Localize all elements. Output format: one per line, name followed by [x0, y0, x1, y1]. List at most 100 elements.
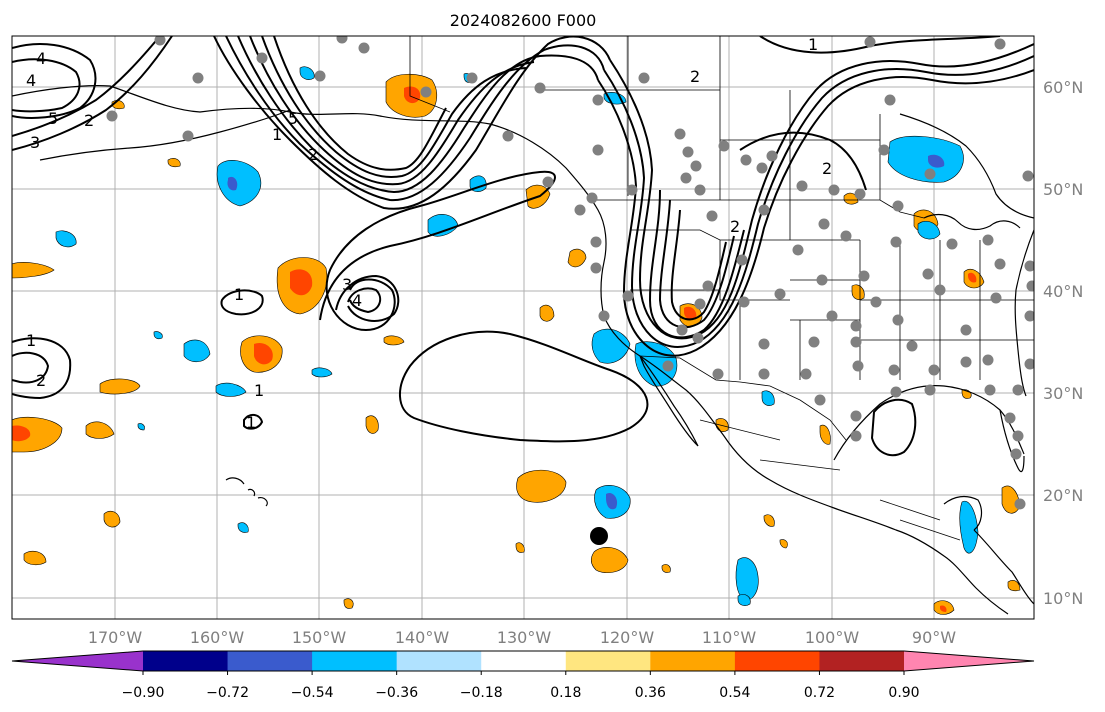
colorbar-segment: [312, 651, 398, 671]
colorbar: −0.90 −0.72 −0.54 −0.36 −0.18 0.18 0.36 0.54 0.7…: [11, 650, 1035, 701]
colorbar-segment: [396, 651, 482, 671]
contour-low-npac-1: [319, 170, 556, 332]
colorbar-segment: [227, 651, 313, 671]
coast-florida: [999, 409, 1025, 473]
coast-great-lakes: [923, 213, 1021, 231]
colorbar-tick-label: −0.18: [460, 685, 503, 701]
positive-anomaly-subtropic-1: [516, 469, 567, 503]
colorbar-segments: [12, 651, 1034, 671]
colorbar-segment: [650, 651, 736, 671]
contour-trough-alaska-4: [249, 36, 535, 186]
lon-label: 100°W: [805, 628, 860, 647]
negative-anomaly-socal: [591, 328, 631, 364]
map-panel: 4 4 5 2 3 5 2 1 1 2 1 3 4 2 2 1 1 2 1: [11, 35, 1035, 620]
colorbar-outline: [11, 650, 1035, 672]
negative-anomaly-npac-2: [183, 339, 211, 363]
contour-label: 2: [308, 145, 318, 164]
colorbar-tick-label: 0.18: [550, 685, 581, 701]
border-mexico-states: [699, 419, 961, 541]
colorbar-segment: [481, 651, 567, 671]
colorbar-tick-label: −0.36: [375, 685, 418, 701]
contour-subtropical-high: [398, 330, 649, 443]
anomaly-shading: [12, 66, 1021, 615]
coast-hudson: [899, 113, 1034, 219]
lat-label: 40°N: [1043, 282, 1083, 301]
positive-anomaly-subtropic-2: [590, 547, 629, 573]
height-contours: [12, 36, 1034, 457]
lon-label: 150°W: [292, 628, 347, 647]
coast-yucatan: [943, 495, 983, 531]
contour-nw-corner-4: [12, 36, 173, 151]
border-canada-us: [596, 199, 925, 219]
contour-label: 2: [84, 111, 94, 130]
contour-label: 1: [254, 381, 264, 400]
colorbar-segment: [819, 651, 905, 671]
contour-trough-alaska-3: [237, 36, 599, 194]
lon-label: 120°W: [600, 628, 655, 647]
negative-anomaly-npac-1: [216, 160, 262, 207]
contour-ridge-west-1: [609, 43, 1034, 340]
positive-anomaly-npac-2-core: [254, 342, 273, 365]
figure-title: 2024082600 F000: [450, 11, 597, 30]
contour-nw-corner-1: [12, 43, 97, 119]
negative-anomaly-canada: [887, 135, 964, 183]
positive-anomaly-west: [12, 416, 63, 453]
border-alaska-canada: [409, 36, 451, 113]
contour-label: 5: [48, 109, 58, 128]
contour-nw-corner-3: [12, 36, 161, 137]
coastlines: [12, 85, 1034, 615]
colorbar-segment: [734, 651, 820, 671]
colorbar-tick-label: −0.72: [206, 685, 249, 701]
coast-hawaii: [225, 477, 268, 507]
lon-label: 160°W: [190, 628, 245, 647]
lat-label: 30°N: [1043, 384, 1083, 403]
coast-baja: [639, 355, 699, 447]
contour-label: 5: [288, 109, 298, 128]
negative-anomaly-tropic: [735, 557, 759, 601]
contour-label: 1: [272, 125, 282, 144]
contour-label: 4: [352, 291, 362, 310]
contour-trough-alaska-2: [225, 36, 605, 202]
contour-labels: 4 4 5 2 3 5 2 1 1 2 1 3 4 2 2 1 1 2 1: [26, 36, 832, 432]
latitude-labels: 60°N 50°N 40°N 30°N 20°N 10°N: [1043, 78, 1083, 608]
contour-ridge-west-6: [670, 209, 727, 321]
colorbar-ticks: −0.90 −0.72 −0.54 −0.36 −0.18 0.18 0.36 0.54 0.7…: [122, 671, 920, 701]
positive-anomaly-west-2: [12, 262, 55, 279]
coast-aleutians: [39, 109, 291, 161]
colorbar-tick-label: 0.72: [804, 685, 835, 701]
map-frame: [11, 35, 1035, 620]
lat-label: 60°N: [1043, 78, 1083, 97]
map-background: [12, 36, 1034, 619]
colorbar-tick-label: 0.90: [888, 685, 919, 701]
coast-eastern-us: [1014, 229, 1034, 397]
colorbar-tick-label: −0.54: [291, 685, 334, 701]
colorbar-extend-high: [904, 651, 1034, 671]
contour-ridge-west-2: [603, 55, 1034, 348]
station-dots: [106, 36, 1034, 510]
contour-trough-alaska-6: [273, 36, 447, 171]
contour-label: 3: [342, 275, 352, 294]
contour-ne-2: [739, 131, 867, 191]
lon-label: 90°W: [912, 628, 956, 647]
colorbar-tick-label: 0.54: [719, 685, 750, 701]
contour-ridge-west-5: [658, 199, 735, 329]
lon-label: 110°W: [702, 628, 757, 647]
positive-anomaly-alaska-core: [404, 86, 421, 104]
border-us-mexico: [639, 355, 847, 441]
coast-central-america: [973, 529, 1034, 605]
contour-trough-alaska-5: [261, 36, 527, 178]
lon-label: 170°W: [88, 628, 143, 647]
contour-label: 1: [234, 285, 244, 304]
lon-label: 140°W: [395, 628, 450, 647]
contour-1-west: [220, 289, 264, 316]
colorbar-tick-label: 0.36: [635, 685, 666, 701]
contour-label: 4: [36, 49, 46, 68]
contour-label: 1: [246, 413, 256, 432]
contour-nw-corner-2: [12, 58, 81, 113]
lat-label: 50°N: [1043, 180, 1083, 199]
colorbar-segment: [565, 651, 651, 671]
contour-1-small: [243, 414, 264, 430]
contour-label: 2: [822, 159, 832, 178]
contour-gulf: [870, 398, 917, 457]
contour-low-npac-3: [347, 287, 382, 314]
